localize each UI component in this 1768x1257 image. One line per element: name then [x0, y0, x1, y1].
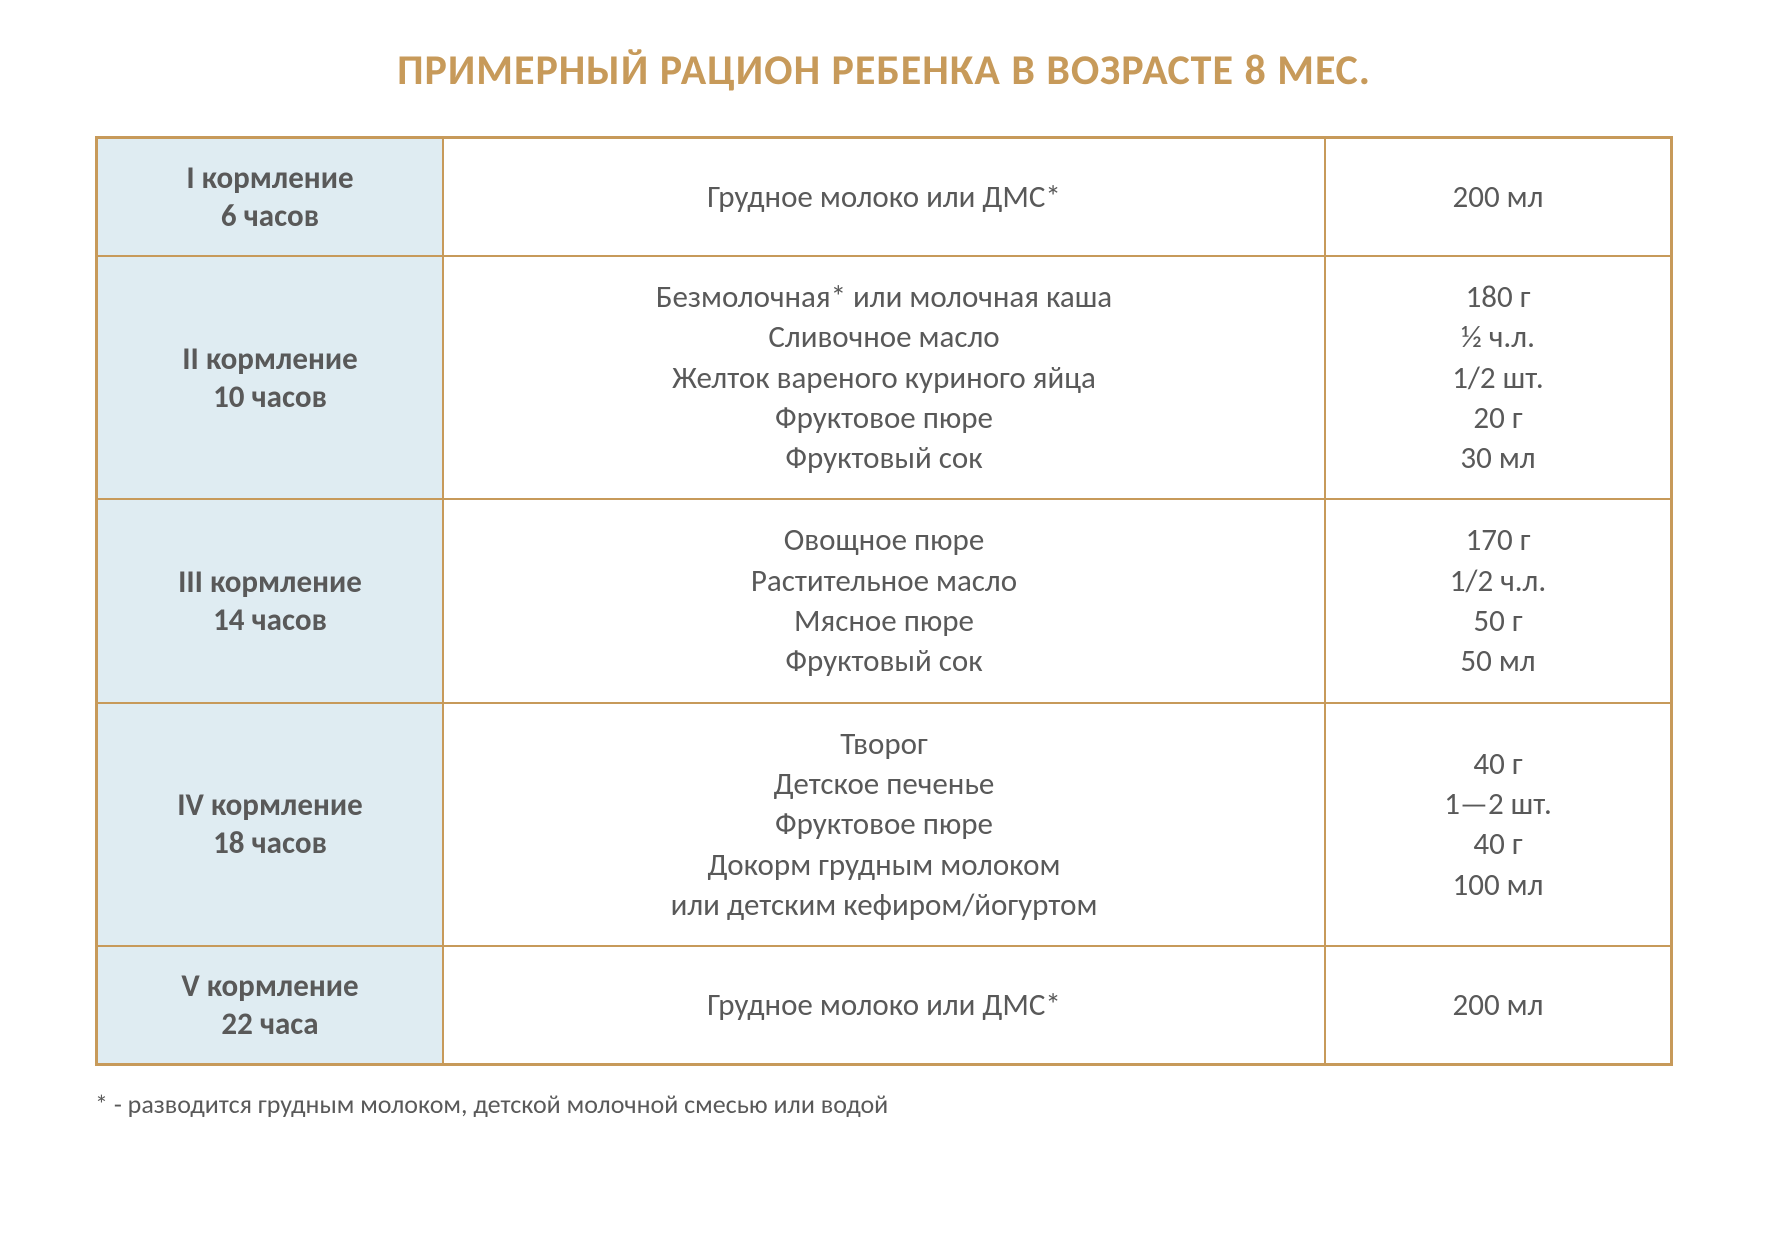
food-line: или детским кефиром/йогуртом — [454, 885, 1314, 925]
amount-line: 40 г — [1336, 824, 1660, 864]
amount-line: 200 мл — [1336, 985, 1660, 1025]
food-cell: Безмолочная* или молочная кашаСливочное … — [443, 256, 1325, 499]
feeding-cell: V кормление22 часа — [97, 946, 444, 1065]
food-line: Растительное масло — [454, 561, 1314, 601]
amount-line: 100 мл — [1336, 865, 1660, 905]
table-row: V кормление22 часаГрудное молоко или ДМС… — [97, 946, 1672, 1065]
amount-line: 40 г — [1336, 744, 1660, 784]
food-line: Фруктовый сок — [454, 438, 1314, 478]
feeding-time: 6 часов — [108, 197, 432, 235]
food-line: Творог — [454, 724, 1314, 764]
food-line: Докорм грудным молоком — [454, 845, 1314, 885]
feeding-label: IV кормление — [108, 786, 432, 824]
food-cell: ТворогДетское печеньеФруктовое пюреДокор… — [443, 703, 1325, 946]
feeding-label: I кормление — [108, 159, 432, 197]
food-line: Грудное молоко или ДМС* — [454, 177, 1314, 217]
amount-line: 50 г — [1336, 601, 1660, 641]
food-line: Овощное пюре — [454, 520, 1314, 560]
feeding-label: II кормление — [108, 340, 432, 378]
amount-cell: 200 мл — [1325, 946, 1672, 1065]
feeding-time: 18 часов — [108, 824, 432, 862]
food-line: Безмолочная* или молочная каша — [454, 277, 1314, 317]
feeding-cell: III кормление14 часов — [97, 499, 444, 702]
food-cell: Грудное молоко или ДМС* — [443, 138, 1325, 257]
amount-cell: 180 г½ ч.л.1/2 шт.20 г30 мл — [1325, 256, 1672, 499]
amount-line: 1—2 шт. — [1336, 784, 1660, 824]
food-line: Мясное пюре — [454, 601, 1314, 641]
amount-line: ½ ч.л. — [1336, 317, 1660, 357]
feeding-label: III кормление — [108, 563, 432, 601]
feeding-time: 10 часов — [108, 378, 432, 416]
food-line: Желток вареного куриного яйца — [454, 358, 1314, 398]
diet-table: I кормление6 часовГрудное молоко или ДМС… — [95, 136, 1673, 1066]
amount-line: 50 мл — [1336, 641, 1660, 681]
table-row: I кормление6 часовГрудное молоко или ДМС… — [97, 138, 1672, 257]
food-line: Фруктовый сок — [454, 641, 1314, 681]
food-line: Сливочное масло — [454, 317, 1314, 357]
food-line: Детское печенье — [454, 764, 1314, 804]
table-row: IV кормление18 часовТворогДетское печень… — [97, 703, 1672, 946]
amount-line: 180 г — [1336, 277, 1660, 317]
amount-line: 170 г — [1336, 520, 1660, 560]
feeding-time: 14 часов — [108, 601, 432, 639]
food-cell: Грудное молоко или ДМС* — [443, 946, 1325, 1065]
amount-line: 1/2 шт. — [1336, 358, 1660, 398]
amount-line: 200 мл — [1336, 177, 1660, 217]
table-row: III кормление14 часовОвощное пюреРастите… — [97, 499, 1672, 702]
food-line: Грудное молоко или ДМС* — [454, 985, 1314, 1025]
feeding-cell: II кормление10 часов — [97, 256, 444, 499]
food-cell: Овощное пюреРастительное маслоМясное пюр… — [443, 499, 1325, 702]
table-row: II кормление10 часовБезмолочная* или мол… — [97, 256, 1672, 499]
footnote: * - разводится грудным молоком, детской … — [95, 1088, 1673, 1120]
amount-cell: 200 мл — [1325, 138, 1672, 257]
page-title: ПРИМЕРНЫЙ РАЦИОН РЕБЕНКА В ВОЗРАСТЕ 8 МЕ… — [95, 45, 1673, 96]
food-line: Фруктовое пюре — [454, 398, 1314, 438]
amount-cell: 170 г1/2 ч.л.50 г50 мл — [1325, 499, 1672, 702]
amount-cell: 40 г1—2 шт.40 г100 мл — [1325, 703, 1672, 946]
amount-line: 1/2 ч.л. — [1336, 561, 1660, 601]
feeding-label: V кормление — [108, 967, 432, 1005]
food-line: Фруктовое пюре — [454, 804, 1314, 844]
amount-line: 20 г — [1336, 398, 1660, 438]
amount-line: 30 мл — [1336, 438, 1660, 478]
feeding-time: 22 часа — [108, 1005, 432, 1043]
feeding-cell: I кормление6 часов — [97, 138, 444, 257]
diet-table-body: I кормление6 часовГрудное молоко или ДМС… — [97, 138, 1672, 1065]
feeding-cell: IV кормление18 часов — [97, 703, 444, 946]
